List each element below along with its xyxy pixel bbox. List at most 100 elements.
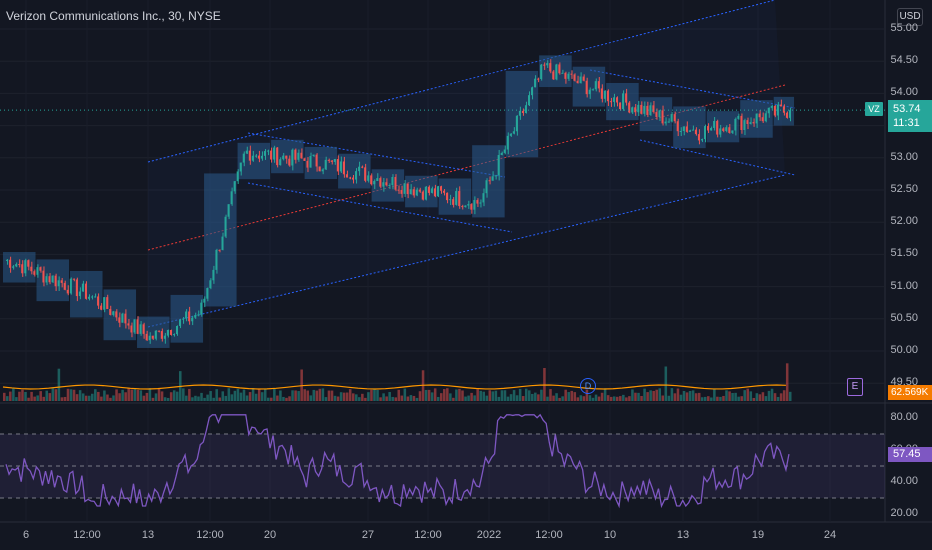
volume-bar [248,392,252,401]
volume-bar [242,389,246,401]
candle-body [558,64,561,74]
candle-body [688,130,691,132]
candle-body [615,97,619,103]
volume-bar [385,396,388,401]
candle-body [97,296,100,306]
volume-bar [282,396,285,401]
volume-bar [212,397,215,401]
volume-bar [531,393,534,401]
volume-bar [452,397,455,401]
candle-body [282,155,285,160]
candle-body [779,104,782,107]
volume-bar [458,388,461,401]
candle-body [121,313,124,323]
volume-bar [9,391,12,401]
volume-bar [561,396,564,401]
volume-bar [273,388,276,401]
candle-body [206,288,209,299]
candle-body [133,319,136,333]
volume-bar [418,391,422,401]
candle-body [100,305,103,310]
volume-bar [84,395,88,401]
candle-body [427,186,430,193]
volume-bar [515,395,519,401]
volume-bar [600,392,604,401]
candle-body [594,81,597,90]
volume-bar [782,390,786,401]
volume-bar [48,393,52,401]
candle-body [703,126,707,140]
candle-body [640,104,643,114]
volume-bar [215,389,218,401]
candle-body [336,159,339,172]
candle-body [233,181,236,192]
earnings-marker-icon[interactable]: E [847,378,863,396]
volume-bar [546,396,549,401]
volume-bar [330,390,334,401]
candle-body [773,106,776,116]
candle-body [758,113,761,118]
volume-bar [694,393,698,401]
volume-bar [251,388,255,401]
channel-lower-line [147,174,786,328]
volume-bar [412,395,416,401]
volume-bar [697,392,701,401]
candle-body [391,177,394,186]
candle-body [106,297,109,309]
volume-bar [740,396,743,401]
volume-bar [424,389,428,401]
candle-body [488,180,491,182]
volume-bar [485,395,489,401]
candle-body [136,319,139,334]
volume-bar [537,394,540,401]
candle-body [294,149,297,160]
channel-fill [148,0,785,327]
candle-body [75,279,78,297]
volume-bar [303,389,306,401]
candle-body [148,335,151,341]
volume-bar [3,392,6,401]
volume-bar [312,389,316,401]
volume-bar [612,396,616,401]
volume-bar [609,396,613,401]
candle-body [497,155,500,176]
candle-body [439,186,443,191]
candle-body [455,191,458,205]
candle-body [251,155,254,161]
session-range-box [505,70,539,158]
candle-body [315,154,318,167]
candle-body [403,183,406,194]
volume-bar [27,397,30,401]
volume-bar [127,388,130,401]
volume-bar [39,391,42,401]
volume-bar [640,395,643,401]
volume-bar [570,390,574,401]
volume-bar [315,390,319,401]
candle-body [752,122,755,124]
volume-bar [373,388,376,401]
candle-body [267,150,270,152]
candle-body [579,76,582,84]
candle-body [722,128,725,131]
volume-bar [664,366,668,401]
candle-body [785,112,788,118]
volume-bar [188,388,191,401]
candle-body [570,73,573,75]
volume-bar [734,392,737,401]
dividend-marker-icon[interactable]: D [580,378,596,394]
volume-bar [21,389,24,401]
candle-body [376,178,379,181]
volume-bar [370,389,373,401]
volume-ma-line [2,384,786,390]
candle-body [637,104,640,113]
candle-body [297,152,300,160]
volume-bar [467,395,470,401]
volume-bar [236,388,240,401]
currency-button[interactable]: USD [897,8,923,26]
candle-body [473,200,476,210]
candle-body [491,176,494,181]
candle-body [39,267,42,271]
price-tick-label: 54.50 [890,54,918,67]
volume-bar [476,389,479,401]
